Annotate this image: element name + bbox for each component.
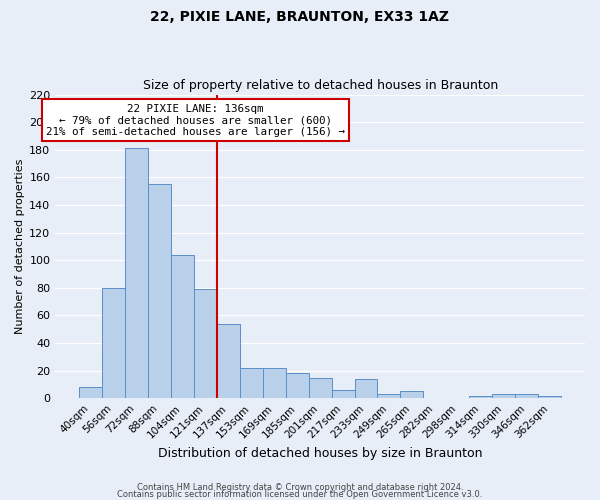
Bar [194,290,217,399]
Bar [377,394,400,398]
Text: Contains HM Land Registry data © Crown copyright and database right 2024.: Contains HM Land Registry data © Crown c… [137,484,463,492]
Text: 22, PIXIE LANE, BRAUNTON, EX33 1AZ: 22, PIXIE LANE, BRAUNTON, EX33 1AZ [151,10,449,24]
Bar [148,184,171,398]
Bar [308,378,332,398]
Y-axis label: Number of detached properties: Number of detached properties [15,159,25,334]
Bar [217,324,240,398]
Bar [469,396,492,398]
Bar [515,394,538,398]
X-axis label: Distribution of detached houses by size in Braunton: Distribution of detached houses by size … [158,447,482,460]
Text: Contains public sector information licensed under the Open Government Licence v3: Contains public sector information licen… [118,490,482,499]
Bar [492,394,515,398]
Bar [400,392,424,398]
Title: Size of property relative to detached houses in Braunton: Size of property relative to detached ho… [143,79,498,92]
Bar [538,396,561,398]
Bar [125,148,148,398]
Bar [79,388,102,398]
Bar [240,368,263,398]
Bar [355,379,377,398]
Bar [263,368,286,398]
Text: 22 PIXIE LANE: 136sqm
← 79% of detached houses are smaller (600)
21% of semi-det: 22 PIXIE LANE: 136sqm ← 79% of detached … [46,104,345,137]
Bar [286,374,308,398]
Bar [102,288,125,399]
Bar [332,390,355,398]
Bar [171,254,194,398]
